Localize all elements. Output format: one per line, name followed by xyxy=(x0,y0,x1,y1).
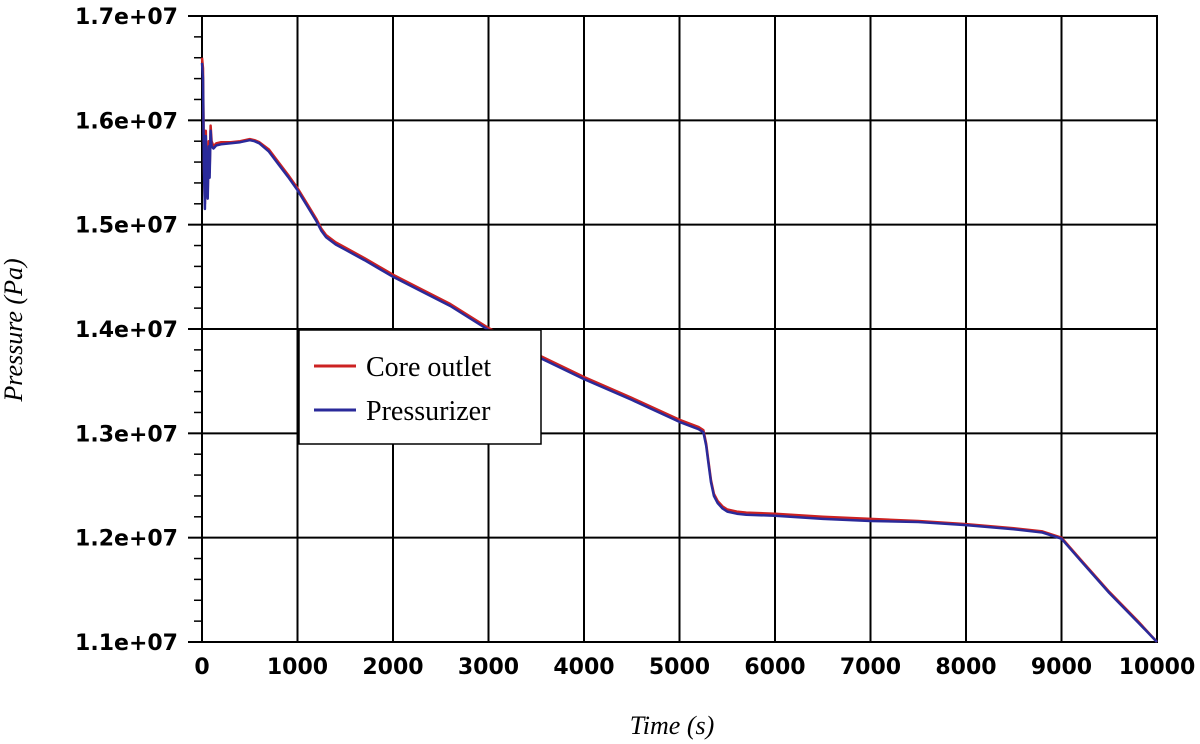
y-tick-label: 1.7e+07 xyxy=(75,5,178,30)
x-tick-label: 6000 xyxy=(744,655,805,680)
y-axis-title: Pressure (Pa) xyxy=(0,258,28,402)
y-tick-label: 1.1e+07 xyxy=(75,631,178,656)
x-tick-label: 2000 xyxy=(362,655,423,680)
y-tick-labels: 1.1e+07 1.2e+07 1.3e+07 1.4e+07 1.5e+07 1.6e+… xyxy=(75,5,178,656)
legend-label-core-outlet: Core outlet xyxy=(366,352,491,383)
x-tick-label: 9000 xyxy=(1031,655,1092,680)
x-tick-label: 10000 xyxy=(1119,655,1196,680)
x-tick-label: 5000 xyxy=(649,655,710,680)
y-minor-ticks xyxy=(188,15,202,643)
x-tick-label: 8000 xyxy=(935,655,996,680)
legend-label-pressurizer: Pressurizer xyxy=(366,396,491,427)
x-tick-labels: 0 1000 2000 3000 4000 5000 6000 7000 8000 9000 100… xyxy=(194,655,1195,680)
x-tick-label: 1000 xyxy=(267,655,328,680)
y-tick-label: 1.4e+07 xyxy=(75,318,178,343)
x-tick-label: 7000 xyxy=(840,655,901,680)
x-axis-title: Time (s) xyxy=(630,711,715,740)
legend-box xyxy=(298,329,542,445)
legend: Core outlet Pressurizer xyxy=(298,329,542,445)
y-tick-label: 1.5e+07 xyxy=(75,214,178,239)
x-tick-label: 0 xyxy=(194,655,209,680)
series-lines xyxy=(200,57,1158,643)
y-tick-label: 1.2e+07 xyxy=(75,527,178,552)
y-tick-label: 1.6e+07 xyxy=(75,109,178,134)
x-tick-label: 3000 xyxy=(458,655,519,680)
x-tick-label: 4000 xyxy=(553,655,614,680)
y-tick-label: 1.3e+07 xyxy=(75,422,178,447)
series-line-pressurizer xyxy=(200,62,1158,643)
